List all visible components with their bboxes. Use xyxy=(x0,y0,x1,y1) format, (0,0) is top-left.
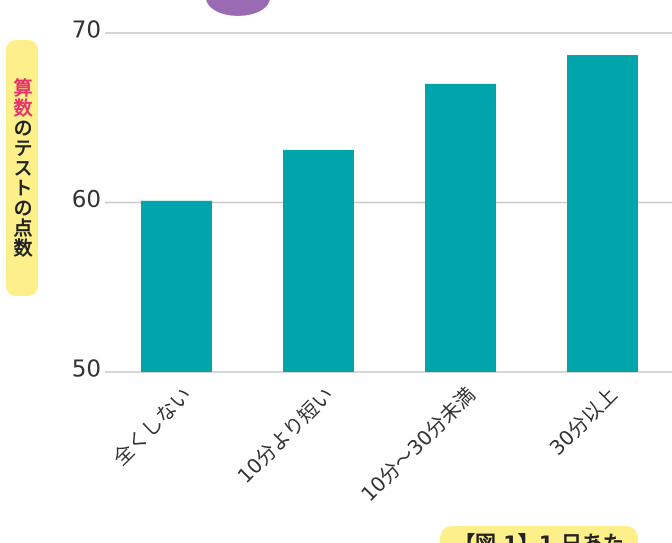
y-tick-label: 70 xyxy=(72,18,101,44)
y-tick-label: 60 xyxy=(72,187,101,213)
bar xyxy=(567,55,638,372)
bar xyxy=(425,84,496,372)
x-tick-label: 10分より短い xyxy=(233,382,338,487)
x-tick-label: 10分〜30分未満 xyxy=(356,382,480,506)
x-tick-label: 30分以上 xyxy=(545,382,622,459)
x-tick-label: 全くしない xyxy=(108,382,196,470)
chart: 50 60 70 全くしない 10分より短い10分〜30分未満 30分以上 xyxy=(0,0,672,543)
page: {"chart_data": {"type": "bar", "y_label"… xyxy=(0,0,672,543)
bar xyxy=(283,150,354,372)
y-tick-label: 50 xyxy=(72,357,101,383)
decoration xyxy=(206,0,270,16)
y-axis-label: 算数のテストの点数 xyxy=(6,40,38,296)
y-label-highlight: 算数 xyxy=(9,78,36,118)
y-label-text: のテストの点数 xyxy=(9,118,36,258)
bar xyxy=(141,201,212,372)
caption: 【図 1】1 日あた xyxy=(440,526,638,543)
